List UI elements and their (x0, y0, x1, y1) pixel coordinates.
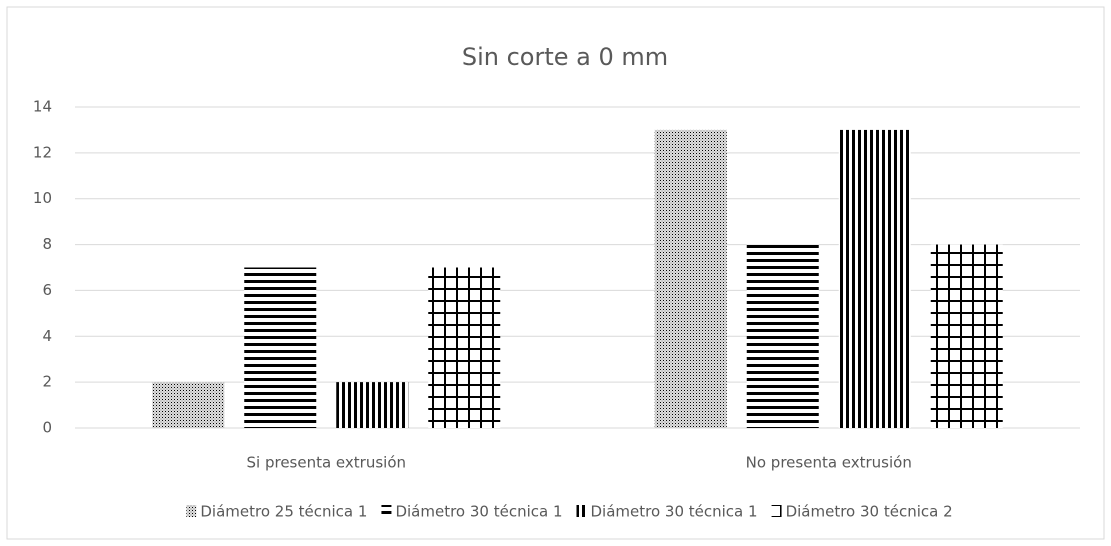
bar (930, 244, 1003, 428)
bar (654, 129, 727, 428)
legend-swatch (381, 505, 392, 517)
legend-swatch (186, 505, 197, 517)
legend-label: Diámetro 25 técnica 1 (200, 503, 367, 521)
bar (838, 129, 911, 428)
y-tick-label: 12 (33, 143, 52, 161)
y-tick-label: 6 (42, 281, 52, 299)
bar (152, 382, 225, 428)
x-tick-label: Si presenta extrusión (247, 454, 407, 472)
bar (746, 244, 819, 428)
y-tick-label: 2 (42, 373, 52, 391)
y-tick-label: 10 (33, 189, 52, 207)
y-tick-label: 4 (42, 327, 52, 345)
x-tick-label: No presenta extrusión (746, 454, 912, 472)
legend-swatch (576, 505, 587, 517)
legend-label: Diámetro 30 técnica 1 (591, 503, 758, 521)
chart-title: Sin corte a 0 mm (462, 43, 668, 71)
y-tick-label: 0 (42, 419, 52, 437)
legend-label: Diámetro 30 técnica 1 (395, 503, 562, 521)
chart-frame (6, 6, 1105, 540)
bar (428, 267, 501, 428)
y-tick-label: 14 (33, 98, 52, 116)
legend-swatch (771, 505, 782, 517)
bar (336, 382, 409, 428)
legend-label: Diámetro 30 técnica 2 (786, 503, 953, 521)
y-tick-label: 8 (42, 235, 52, 253)
bar (244, 267, 317, 428)
